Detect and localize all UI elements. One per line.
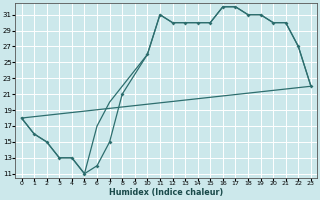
X-axis label: Humidex (Indice chaleur): Humidex (Indice chaleur) [109,188,223,197]
